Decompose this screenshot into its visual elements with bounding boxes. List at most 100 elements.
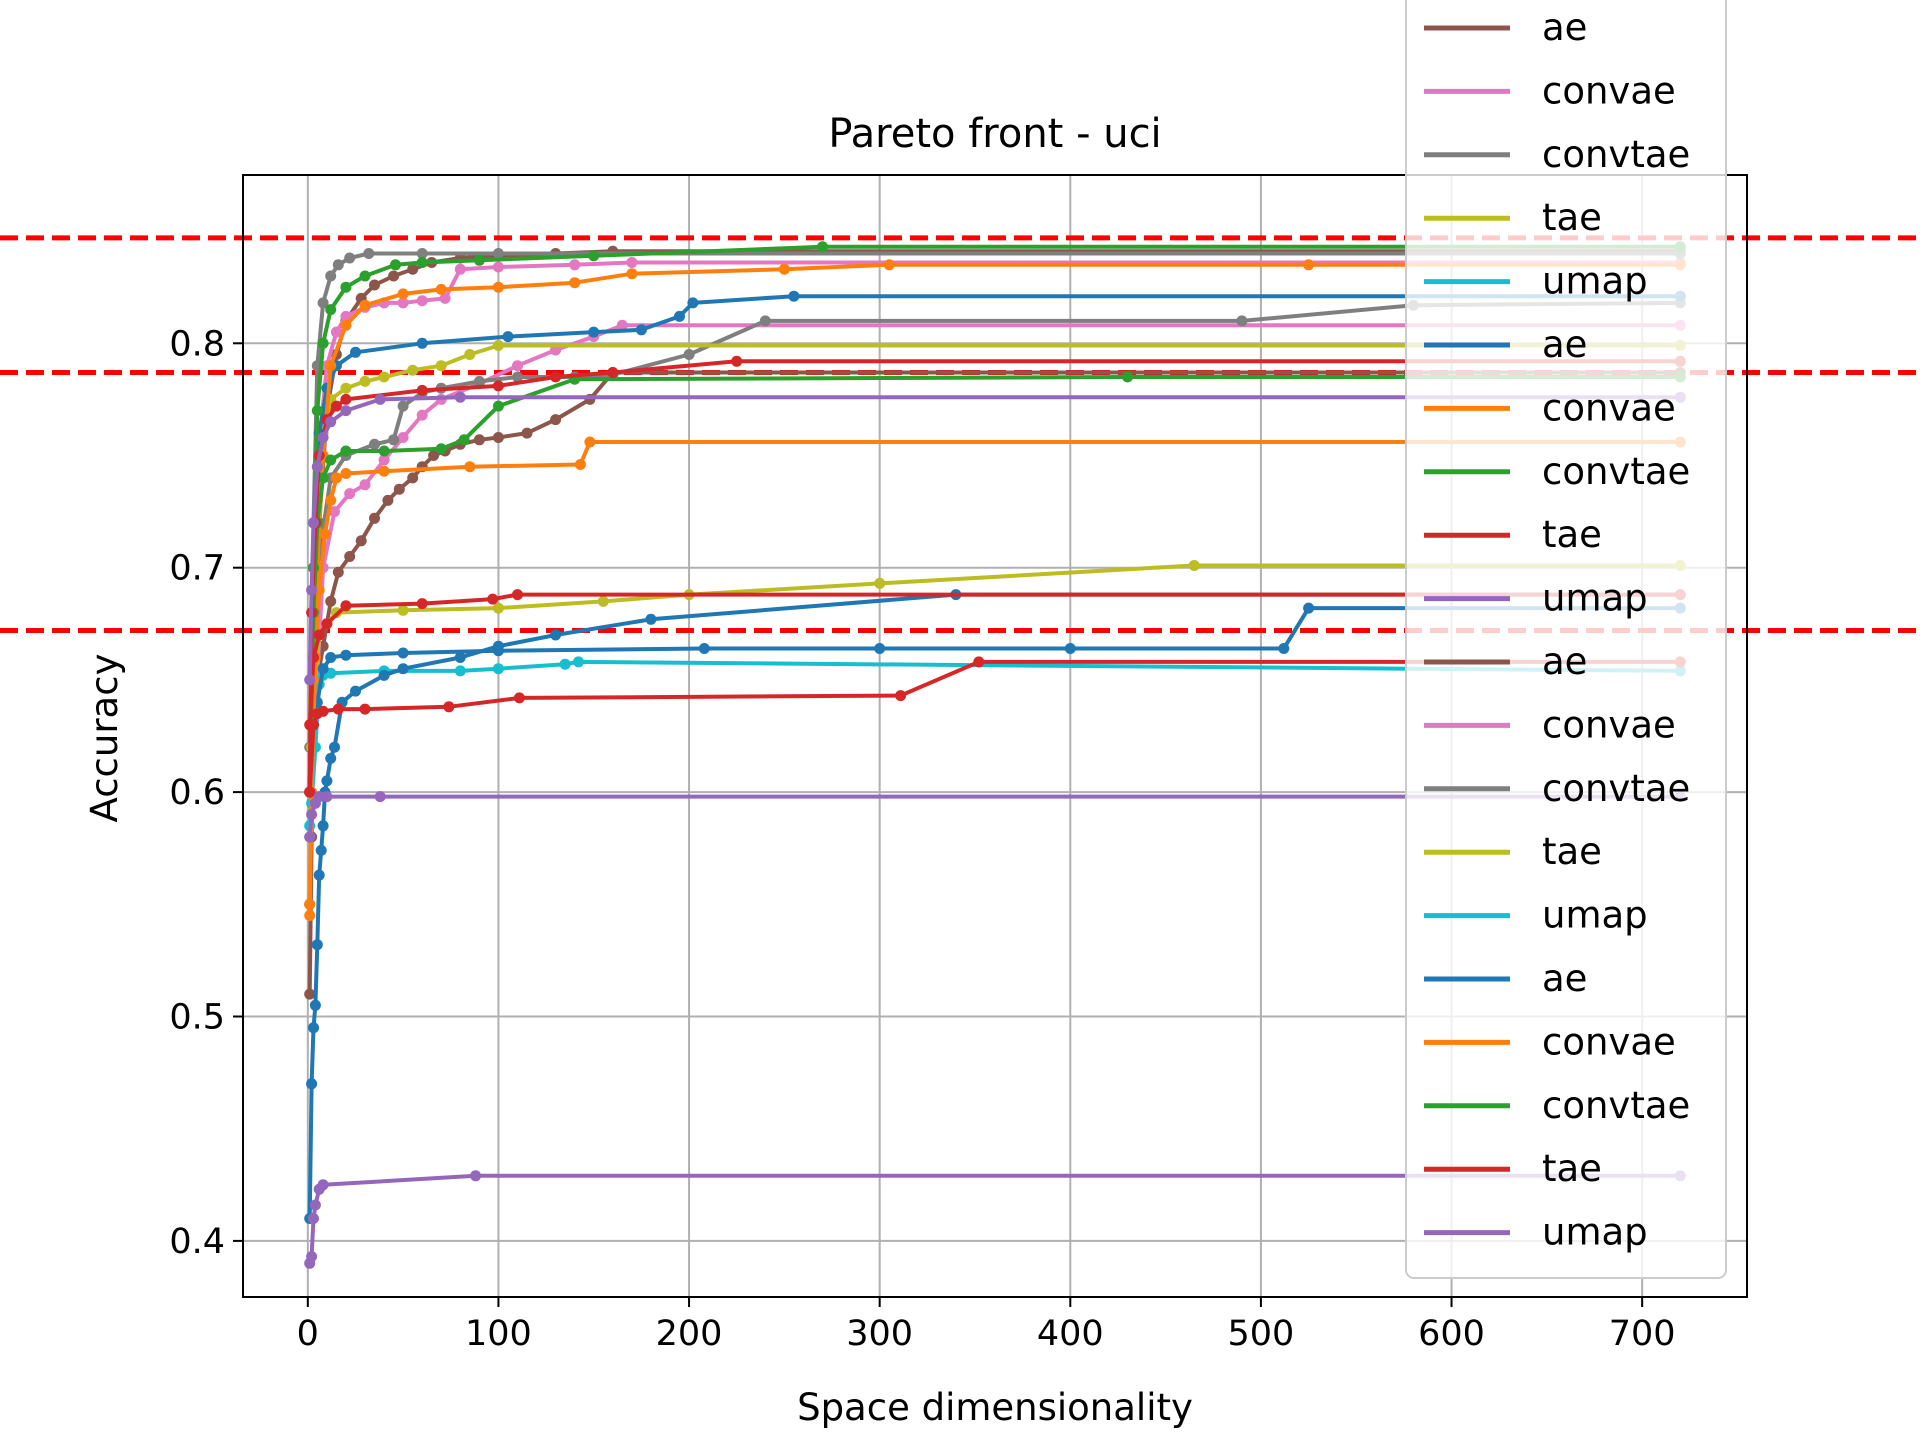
y-tick-label: 0.5 <box>169 998 225 1038</box>
data-point <box>379 446 390 457</box>
data-point <box>417 338 428 349</box>
data-point <box>550 372 561 383</box>
x-tick-label: 400 <box>1037 1314 1104 1354</box>
y-tick-label: 0.8 <box>169 324 225 364</box>
data-point <box>369 513 380 524</box>
data-point <box>363 248 374 259</box>
data-point <box>318 820 329 831</box>
data-point <box>308 1022 319 1033</box>
data-point <box>318 432 329 443</box>
data-point <box>306 585 317 596</box>
legend-label: ae <box>1542 323 1587 366</box>
data-point <box>417 295 428 306</box>
data-point <box>321 618 332 629</box>
data-point <box>390 259 401 270</box>
data-point <box>325 753 336 764</box>
data-point <box>436 443 447 454</box>
data-point <box>312 461 323 472</box>
x-tick-label: 200 <box>656 1314 723 1354</box>
data-point <box>487 594 498 605</box>
data-point <box>325 652 336 663</box>
data-point <box>588 327 599 338</box>
data-point <box>464 461 475 472</box>
legend-label: ae <box>1542 957 1587 1000</box>
data-point <box>493 401 504 412</box>
data-point <box>331 401 342 412</box>
data-point <box>522 428 533 439</box>
data-point <box>304 910 315 921</box>
x-tick-label: 100 <box>465 1314 532 1354</box>
data-point <box>584 437 595 448</box>
data-point <box>588 250 599 261</box>
legend-label: convae <box>1542 386 1676 429</box>
data-point <box>321 775 332 786</box>
data-point <box>340 383 351 394</box>
data-point <box>455 665 466 676</box>
data-point <box>325 596 336 607</box>
data-point <box>569 277 580 288</box>
data-point <box>394 484 405 495</box>
data-point <box>314 870 325 881</box>
data-point <box>455 392 466 403</box>
data-point <box>493 645 504 656</box>
data-point <box>350 686 361 697</box>
data-point <box>325 304 336 315</box>
data-point <box>318 338 329 349</box>
legend-label: umap <box>1542 1211 1648 1254</box>
legend-label: umap <box>1542 577 1648 620</box>
data-point <box>493 262 504 273</box>
legend-label: convtae <box>1542 767 1690 810</box>
x-tick-label: 700 <box>1609 1314 1676 1354</box>
data-point <box>493 380 504 391</box>
data-point <box>474 434 485 445</box>
data-point <box>398 605 409 616</box>
legend-label: convtae <box>1542 450 1690 493</box>
data-point <box>325 416 336 427</box>
data-point <box>369 280 380 291</box>
data-point <box>333 704 344 715</box>
data-point <box>382 495 393 506</box>
data-point <box>306 809 317 820</box>
data-point <box>308 1213 319 1224</box>
data-point <box>731 356 742 367</box>
data-point <box>417 598 428 609</box>
data-point <box>464 349 475 360</box>
legend-label: convae <box>1542 1020 1676 1063</box>
data-point <box>550 630 561 641</box>
data-point <box>312 939 323 950</box>
data-point <box>340 320 351 331</box>
data-point <box>379 466 390 477</box>
chart-title: Pareto front - uci <box>828 111 1161 157</box>
data-point <box>1303 259 1314 270</box>
data-point <box>398 401 409 412</box>
data-point <box>512 589 523 600</box>
data-point <box>459 434 470 445</box>
data-point <box>340 446 351 457</box>
data-point <box>455 264 466 275</box>
data-point <box>569 259 580 270</box>
data-point <box>340 650 351 661</box>
data-point <box>379 670 390 681</box>
data-point <box>493 432 504 443</box>
data-point <box>344 551 355 562</box>
data-point <box>573 656 584 667</box>
y-tick-label: 0.6 <box>169 773 225 813</box>
data-point <box>318 706 329 717</box>
x-tick-label: 0 <box>297 1314 319 1354</box>
data-point <box>360 376 371 387</box>
data-point <box>398 648 409 659</box>
data-point <box>645 614 656 625</box>
data-point <box>895 690 906 701</box>
data-point <box>333 567 344 578</box>
data-point <box>314 630 325 641</box>
data-point <box>379 372 390 383</box>
data-point <box>874 643 885 654</box>
data-point <box>470 1170 481 1181</box>
legend-label: umap <box>1542 894 1648 937</box>
data-point <box>340 282 351 293</box>
y-tick-label: 0.7 <box>169 549 225 589</box>
data-point <box>375 394 386 405</box>
data-point <box>310 1200 321 1211</box>
data-point <box>817 241 828 252</box>
